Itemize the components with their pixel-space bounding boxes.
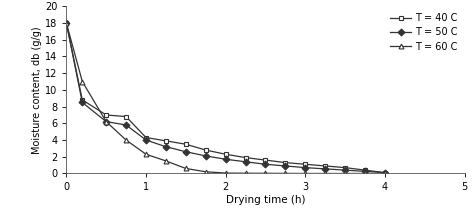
- T = 50 C: [143, 139, 149, 141]
- T = 60 C: [143, 153, 149, 155]
- T = 50 C: [163, 145, 169, 148]
- T = 50 C: [263, 163, 268, 166]
- Y-axis label: Moisture content, db (g/g): Moisture content, db (g/g): [32, 26, 42, 154]
- T = 60 C: [80, 80, 85, 83]
- T = 60 C: [302, 172, 308, 175]
- T = 50 C: [382, 171, 388, 174]
- X-axis label: Drying time (h): Drying time (h): [226, 195, 305, 205]
- T = 40 C: [203, 149, 209, 151]
- T = 60 C: [322, 172, 328, 175]
- T = 50 C: [223, 158, 228, 161]
- T = 60 C: [362, 172, 368, 175]
- T = 40 C: [163, 140, 169, 142]
- Line: T = 60 C: T = 60 C: [64, 20, 387, 176]
- T = 40 C: [183, 143, 189, 145]
- Legend: T = 40 C, T = 50 C, T = 60 C: T = 40 C, T = 50 C, T = 60 C: [388, 11, 460, 54]
- T = 40 C: [64, 22, 69, 24]
- T = 60 C: [103, 120, 109, 123]
- T = 60 C: [342, 172, 348, 175]
- T = 50 C: [362, 170, 368, 173]
- T = 40 C: [263, 159, 268, 161]
- T = 40 C: [80, 99, 85, 101]
- T = 60 C: [263, 172, 268, 175]
- T = 40 C: [382, 171, 388, 174]
- T = 50 C: [302, 166, 308, 169]
- T = 50 C: [103, 120, 109, 123]
- T = 40 C: [123, 115, 129, 118]
- T = 50 C: [283, 165, 288, 167]
- T = 50 C: [183, 150, 189, 153]
- T = 40 C: [223, 153, 228, 155]
- Line: T = 40 C: T = 40 C: [64, 20, 387, 175]
- T = 60 C: [123, 139, 129, 141]
- T = 60 C: [283, 172, 288, 175]
- T = 40 C: [342, 166, 348, 169]
- T = 40 C: [322, 165, 328, 167]
- Line: T = 50 C: T = 50 C: [64, 20, 387, 175]
- T = 60 C: [223, 172, 228, 174]
- T = 40 C: [143, 136, 149, 139]
- T = 50 C: [243, 161, 248, 163]
- T = 60 C: [382, 172, 388, 175]
- T = 40 C: [302, 163, 308, 166]
- T = 50 C: [342, 169, 348, 171]
- T = 50 C: [64, 22, 69, 24]
- T = 50 C: [123, 124, 129, 126]
- T = 60 C: [183, 167, 189, 170]
- T = 40 C: [243, 156, 248, 159]
- T = 60 C: [243, 172, 248, 175]
- T = 40 C: [103, 114, 109, 116]
- T = 60 C: [203, 171, 209, 173]
- T = 50 C: [322, 168, 328, 170]
- T = 50 C: [80, 101, 85, 104]
- T = 50 C: [203, 155, 209, 157]
- T = 60 C: [64, 22, 69, 24]
- T = 40 C: [362, 169, 368, 171]
- T = 40 C: [283, 161, 288, 164]
- T = 60 C: [163, 160, 169, 162]
